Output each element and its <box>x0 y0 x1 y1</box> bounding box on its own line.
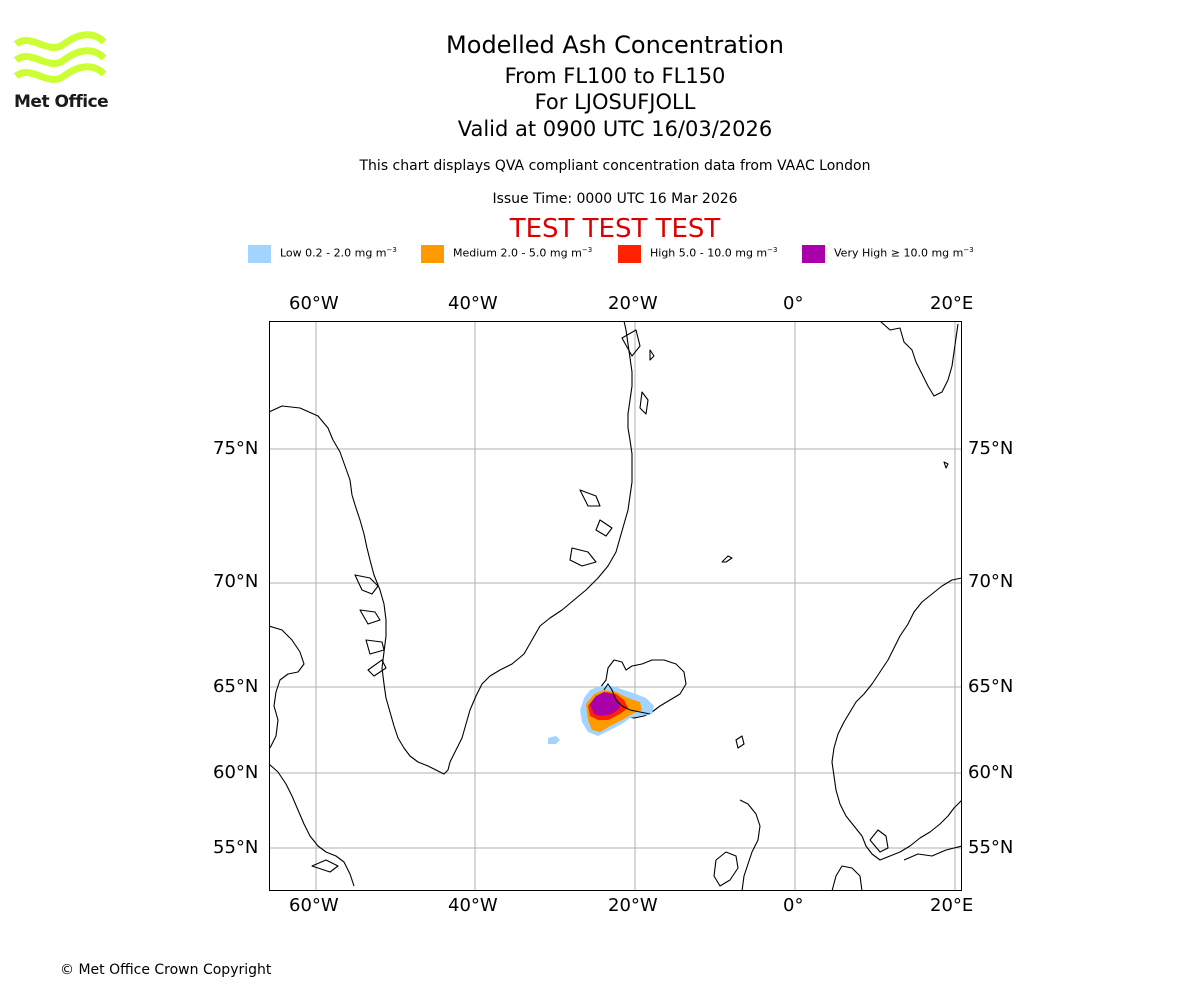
lon-tick-bottom: 20°E <box>930 895 974 916</box>
lat-tick-right: 60°N <box>968 762 1014 783</box>
ash-plume <box>548 686 654 744</box>
legend-swatch-very-high <box>802 245 825 263</box>
volcano-name: For LJOSUFJOLL <box>534 90 696 114</box>
lat-tick-right: 65°N <box>968 676 1014 697</box>
lat-tick-left: 60°N <box>213 762 259 783</box>
legend-swatch-low <box>248 245 271 263</box>
legend-label-low: Low 0.2 - 2.0 mg m−3 <box>280 246 397 260</box>
valid-time: Valid at 0900 UTC 16/03/2026 <box>457 117 773 141</box>
legend-label-very-high: Very High ≥ 10.0 mg m−3 <box>834 246 974 260</box>
lon-tick-bottom: 40°W <box>448 895 498 916</box>
ash-plume-very-high <box>590 692 620 716</box>
lon-tick-top: 0° <box>783 293 804 314</box>
legend-label-high: High 5.0 - 10.0 mg m−3 <box>650 246 778 260</box>
legend-swatch-high <box>618 245 641 263</box>
lon-tick-top: 60°W <box>289 293 339 314</box>
flight-level-range: From FL100 to FL150 <box>504 64 726 88</box>
lat-tick-left: 75°N <box>213 438 259 459</box>
lon-tick-top: 20°W <box>608 293 658 314</box>
lat-tick-right: 75°N <box>968 438 1014 459</box>
chart-title: Modelled Ash Concentration <box>446 31 784 59</box>
lon-tick-top: 20°E <box>930 293 974 314</box>
met-office-logo <box>13 31 107 83</box>
lat-tick-left: 55°N <box>213 837 259 858</box>
legend-swatch-medium <box>421 245 444 263</box>
chart-description: This chart displays QVA compliant concen… <box>359 158 871 174</box>
legend-label-medium: Medium 2.0 - 5.0 mg m−3 <box>453 246 593 260</box>
lat-tick-right: 70°N <box>968 571 1014 592</box>
map-gridlines <box>269 321 962 891</box>
lat-tick-left: 70°N <box>213 571 259 592</box>
met-office-logo-text: Met Office <box>14 92 109 112</box>
map-plot <box>269 321 962 891</box>
lon-tick-bottom: 20°W <box>608 895 658 916</box>
lon-tick-bottom: 60°W <box>289 895 339 916</box>
lon-tick-top: 40°W <box>448 293 498 314</box>
iceland-coast-overlay <box>603 683 651 715</box>
lat-tick-right: 55°N <box>968 837 1014 858</box>
issue-time: Issue Time: 0000 UTC 16 Mar 2026 <box>492 191 738 207</box>
coastlines <box>269 321 962 891</box>
lon-tick-bottom: 0° <box>783 895 804 916</box>
map-frame <box>269 321 962 891</box>
lat-tick-left: 65°N <box>213 676 259 697</box>
test-banner: TEST TEST TEST <box>509 214 721 244</box>
copyright-notice: © Met Office Crown Copyright <box>60 962 272 978</box>
ash-plume-low-island <box>548 736 560 744</box>
